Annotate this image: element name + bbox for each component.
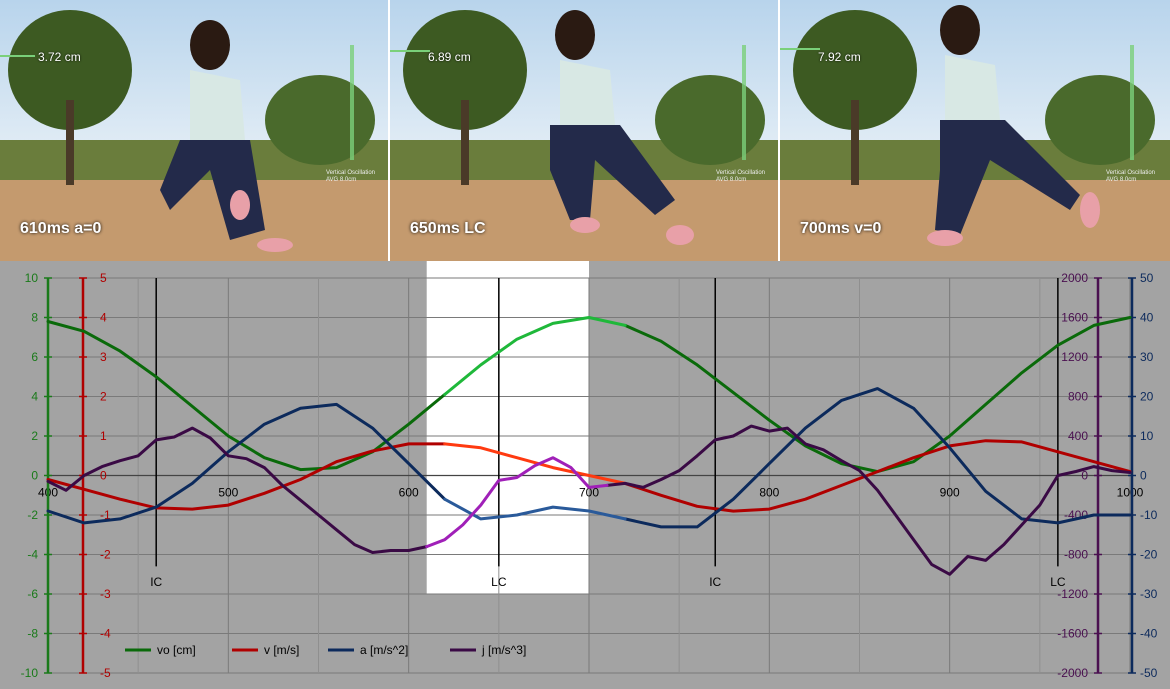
- legend-label: a [m/s^2]: [360, 643, 408, 657]
- y-tick-label-j: -1200: [1057, 587, 1088, 601]
- y-tick-label-v: -2: [100, 548, 111, 562]
- legend-label: v [m/s]: [264, 643, 299, 657]
- y-tick-label-v: -4: [100, 627, 111, 641]
- y-tick-label-vo: 8: [31, 311, 38, 325]
- y-tick-label-vo: -8: [27, 627, 38, 641]
- y-tick-label-j: 1200: [1061, 350, 1088, 364]
- y-tick-label-j: 400: [1068, 429, 1088, 443]
- series-line-j: [46, 424, 1132, 576]
- x-tick-label: 1000: [1117, 486, 1144, 500]
- frame-label: 610ms a=0: [20, 220, 102, 237]
- frame-label: 700ms v=0: [800, 220, 882, 237]
- y-tick-label-v: 3: [100, 350, 107, 364]
- x-tick-label: 600: [399, 486, 419, 500]
- y-tick-label-a: -20: [1140, 548, 1158, 562]
- video-frames: 3.72 cm Vertical Oscillation AVG 8.0cm 61…: [0, 0, 1170, 261]
- y-tick-label-a: 0: [1140, 469, 1147, 483]
- y-tick-label-vo: 10: [25, 271, 39, 285]
- y-tick-label-v: -5: [100, 666, 111, 680]
- video-frame-3: 7.92 cm Vertical Oscillation AVG 8.0cm 70…: [780, 0, 1170, 261]
- y-tick-label-v: -3: [100, 587, 111, 601]
- y-tick-label-j: 0: [1081, 469, 1088, 483]
- y-tick-label-a: -50: [1140, 666, 1158, 680]
- measure-readout: 6.89 cm: [428, 50, 471, 64]
- x-tick-label: 700: [579, 486, 599, 500]
- y-tick-label-v: 5: [100, 271, 107, 285]
- y-tick-label-j: -800: [1064, 548, 1088, 562]
- video-frame-2: 6.89 cm Vertical Oscillation AVG 8.0cm 65…: [390, 0, 778, 261]
- legend-label: vo [cm]: [157, 643, 196, 657]
- y-tick-label-j: -2000: [1057, 666, 1088, 680]
- frame-caption: Vertical Oscillation AVG 8.0cm: [326, 170, 376, 183]
- y-tick-label-a: 10: [1140, 429, 1154, 443]
- y-tick-label-v: 4: [100, 311, 107, 325]
- series-line-highlight-vo: [443, 316, 627, 396]
- frame-label: 650ms LC: [410, 220, 486, 237]
- event-label: LC: [491, 575, 507, 589]
- frame-scene: [780, 0, 1170, 261]
- y-tick-label-vo: 4: [31, 390, 38, 404]
- frame-scene: [0, 0, 388, 261]
- y-tick-label-v: 1: [100, 429, 107, 443]
- y-tick-label-vo: -10: [21, 666, 39, 680]
- series-line-highlight-j: [425, 456, 609, 549]
- y-tick-label-j: 1600: [1061, 311, 1088, 325]
- frame-caption: Vertical Oscillation AVG 8.0cm: [716, 170, 766, 183]
- x-tick-label: 800: [759, 486, 779, 500]
- series-line-highlight-v: [443, 442, 627, 485]
- y-tick-label-j: 2000: [1061, 271, 1088, 285]
- y-tick-label-v: 0: [100, 469, 107, 483]
- y-tick-label-a: 50: [1140, 271, 1154, 285]
- x-tick-label: 500: [218, 486, 238, 500]
- measure-readout: 3.72 cm: [38, 50, 81, 64]
- legend-label: j [m/s^3]: [481, 643, 526, 657]
- y-tick-label-vo: -6: [27, 587, 38, 601]
- y-tick-label-a: -40: [1140, 627, 1158, 641]
- frame-caption: Vertical Oscillation AVG 8.0cm: [1106, 170, 1156, 183]
- video-frame-1: 3.72 cm Vertical Oscillation AVG 8.0cm 61…: [0, 0, 388, 261]
- y-tick-label-a: -10: [1140, 508, 1158, 522]
- y-tick-label-j: 800: [1068, 390, 1088, 404]
- y-tick-label-vo: 2: [31, 429, 38, 443]
- event-label: IC: [709, 575, 721, 589]
- series-line-v: [46, 439, 1132, 513]
- y-tick-label-a: 40: [1140, 311, 1154, 325]
- series-line-highlight-a: [443, 497, 627, 521]
- y-tick-label-vo: 0: [31, 469, 38, 483]
- highlight-window: [426, 261, 589, 594]
- gait-chart: 4005006007008009001000ICLCICLC1086420-2-…: [0, 261, 1170, 689]
- event-label: LC: [1050, 575, 1066, 589]
- y-tick-label-v: -1: [100, 508, 111, 522]
- y-tick-label-j: -1600: [1057, 627, 1088, 641]
- measure-readout: 7.92 cm: [818, 50, 861, 64]
- frame-scene: [390, 0, 778, 261]
- x-tick-label: 900: [940, 486, 960, 500]
- y-tick-label-v: 2: [100, 390, 107, 404]
- series-line-a: [46, 387, 1132, 529]
- y-tick-label-vo: 6: [31, 350, 38, 364]
- y-tick-label-a: -30: [1140, 587, 1158, 601]
- event-label: IC: [150, 575, 162, 589]
- y-tick-label-a: 30: [1140, 350, 1154, 364]
- y-tick-label-a: 20: [1140, 390, 1154, 404]
- y-tick-label-vo: -4: [27, 548, 38, 562]
- y-tick-label-vo: -2: [27, 508, 38, 522]
